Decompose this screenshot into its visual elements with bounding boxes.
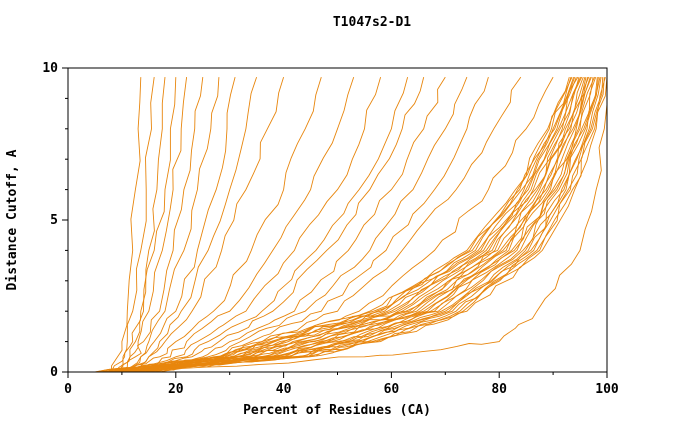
model-curve bbox=[126, 77, 220, 373]
model-curve bbox=[110, 77, 166, 373]
y-tick-label: 0 bbox=[50, 365, 58, 380]
y-axis-label: Distance Cutoff, A bbox=[5, 149, 20, 290]
x-tick-label: 0 bbox=[64, 382, 72, 397]
model-curve bbox=[123, 77, 604, 373]
x-tick-label: 40 bbox=[276, 382, 292, 397]
model-curve bbox=[148, 76, 489, 373]
model-curve bbox=[116, 77, 188, 373]
chart-title: T1047s2-D1 bbox=[333, 15, 411, 30]
model-curve bbox=[116, 76, 596, 373]
model-curve bbox=[121, 76, 322, 373]
y-tick-label: 5 bbox=[50, 213, 58, 228]
model-curve bbox=[121, 76, 236, 373]
model-curve bbox=[143, 76, 446, 373]
y-tick-label: 10 bbox=[42, 61, 58, 76]
model-curve bbox=[127, 76, 285, 373]
model-curve bbox=[138, 76, 409, 373]
x-tick-label: 60 bbox=[384, 382, 400, 397]
model-curves bbox=[94, 76, 608, 373]
model-curve bbox=[132, 76, 258, 373]
model-curve bbox=[103, 76, 580, 373]
model-curve bbox=[99, 76, 576, 373]
x-tick-label: 20 bbox=[168, 382, 184, 397]
model-curve bbox=[154, 76, 554, 373]
model-curve bbox=[126, 76, 606, 373]
axes-frame: 0 20 40 60 80 100 0 5 10 bbox=[42, 61, 619, 397]
x-tick-label: 80 bbox=[491, 382, 507, 397]
model-curve bbox=[127, 76, 382, 373]
model-curve bbox=[132, 76, 355, 373]
model-curve bbox=[132, 77, 608, 373]
model-curve bbox=[104, 76, 582, 373]
model-curve bbox=[97, 76, 573, 373]
model-curve bbox=[127, 77, 608, 373]
model-curve bbox=[122, 77, 602, 373]
x-tick-label: 100 bbox=[595, 382, 619, 397]
model-curve bbox=[132, 76, 425, 373]
x-axis-label: Percent of Residues (CA) bbox=[243, 403, 431, 418]
model-curve bbox=[118, 77, 598, 373]
model-curve bbox=[137, 76, 468, 373]
model-curve bbox=[114, 76, 592, 373]
model-curve bbox=[110, 77, 142, 373]
model-curve bbox=[121, 77, 204, 373]
